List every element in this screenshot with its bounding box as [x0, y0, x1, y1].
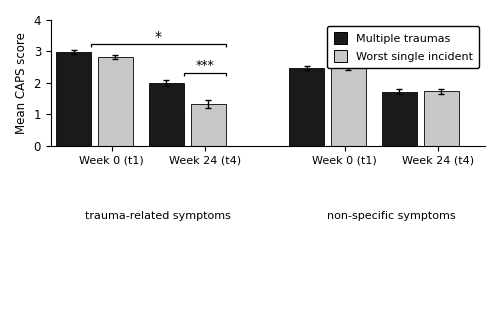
Legend: Multiple traumas, Worst single incident: Multiple traumas, Worst single incident	[327, 26, 480, 69]
Text: *: *	[154, 29, 162, 44]
Text: ***: ***	[195, 59, 214, 72]
Y-axis label: Mean CAPS score: Mean CAPS score	[15, 32, 28, 134]
Bar	[56, 52, 91, 145]
Bar	[149, 83, 184, 145]
Text: trauma-related symptoms: trauma-related symptoms	[86, 211, 231, 221]
Bar	[98, 57, 132, 145]
Bar	[424, 91, 458, 145]
Bar	[191, 104, 226, 145]
Bar	[290, 68, 324, 145]
Bar	[331, 68, 366, 145]
Text: non-specific symptoms: non-specific symptoms	[327, 211, 456, 221]
Bar	[382, 92, 416, 145]
